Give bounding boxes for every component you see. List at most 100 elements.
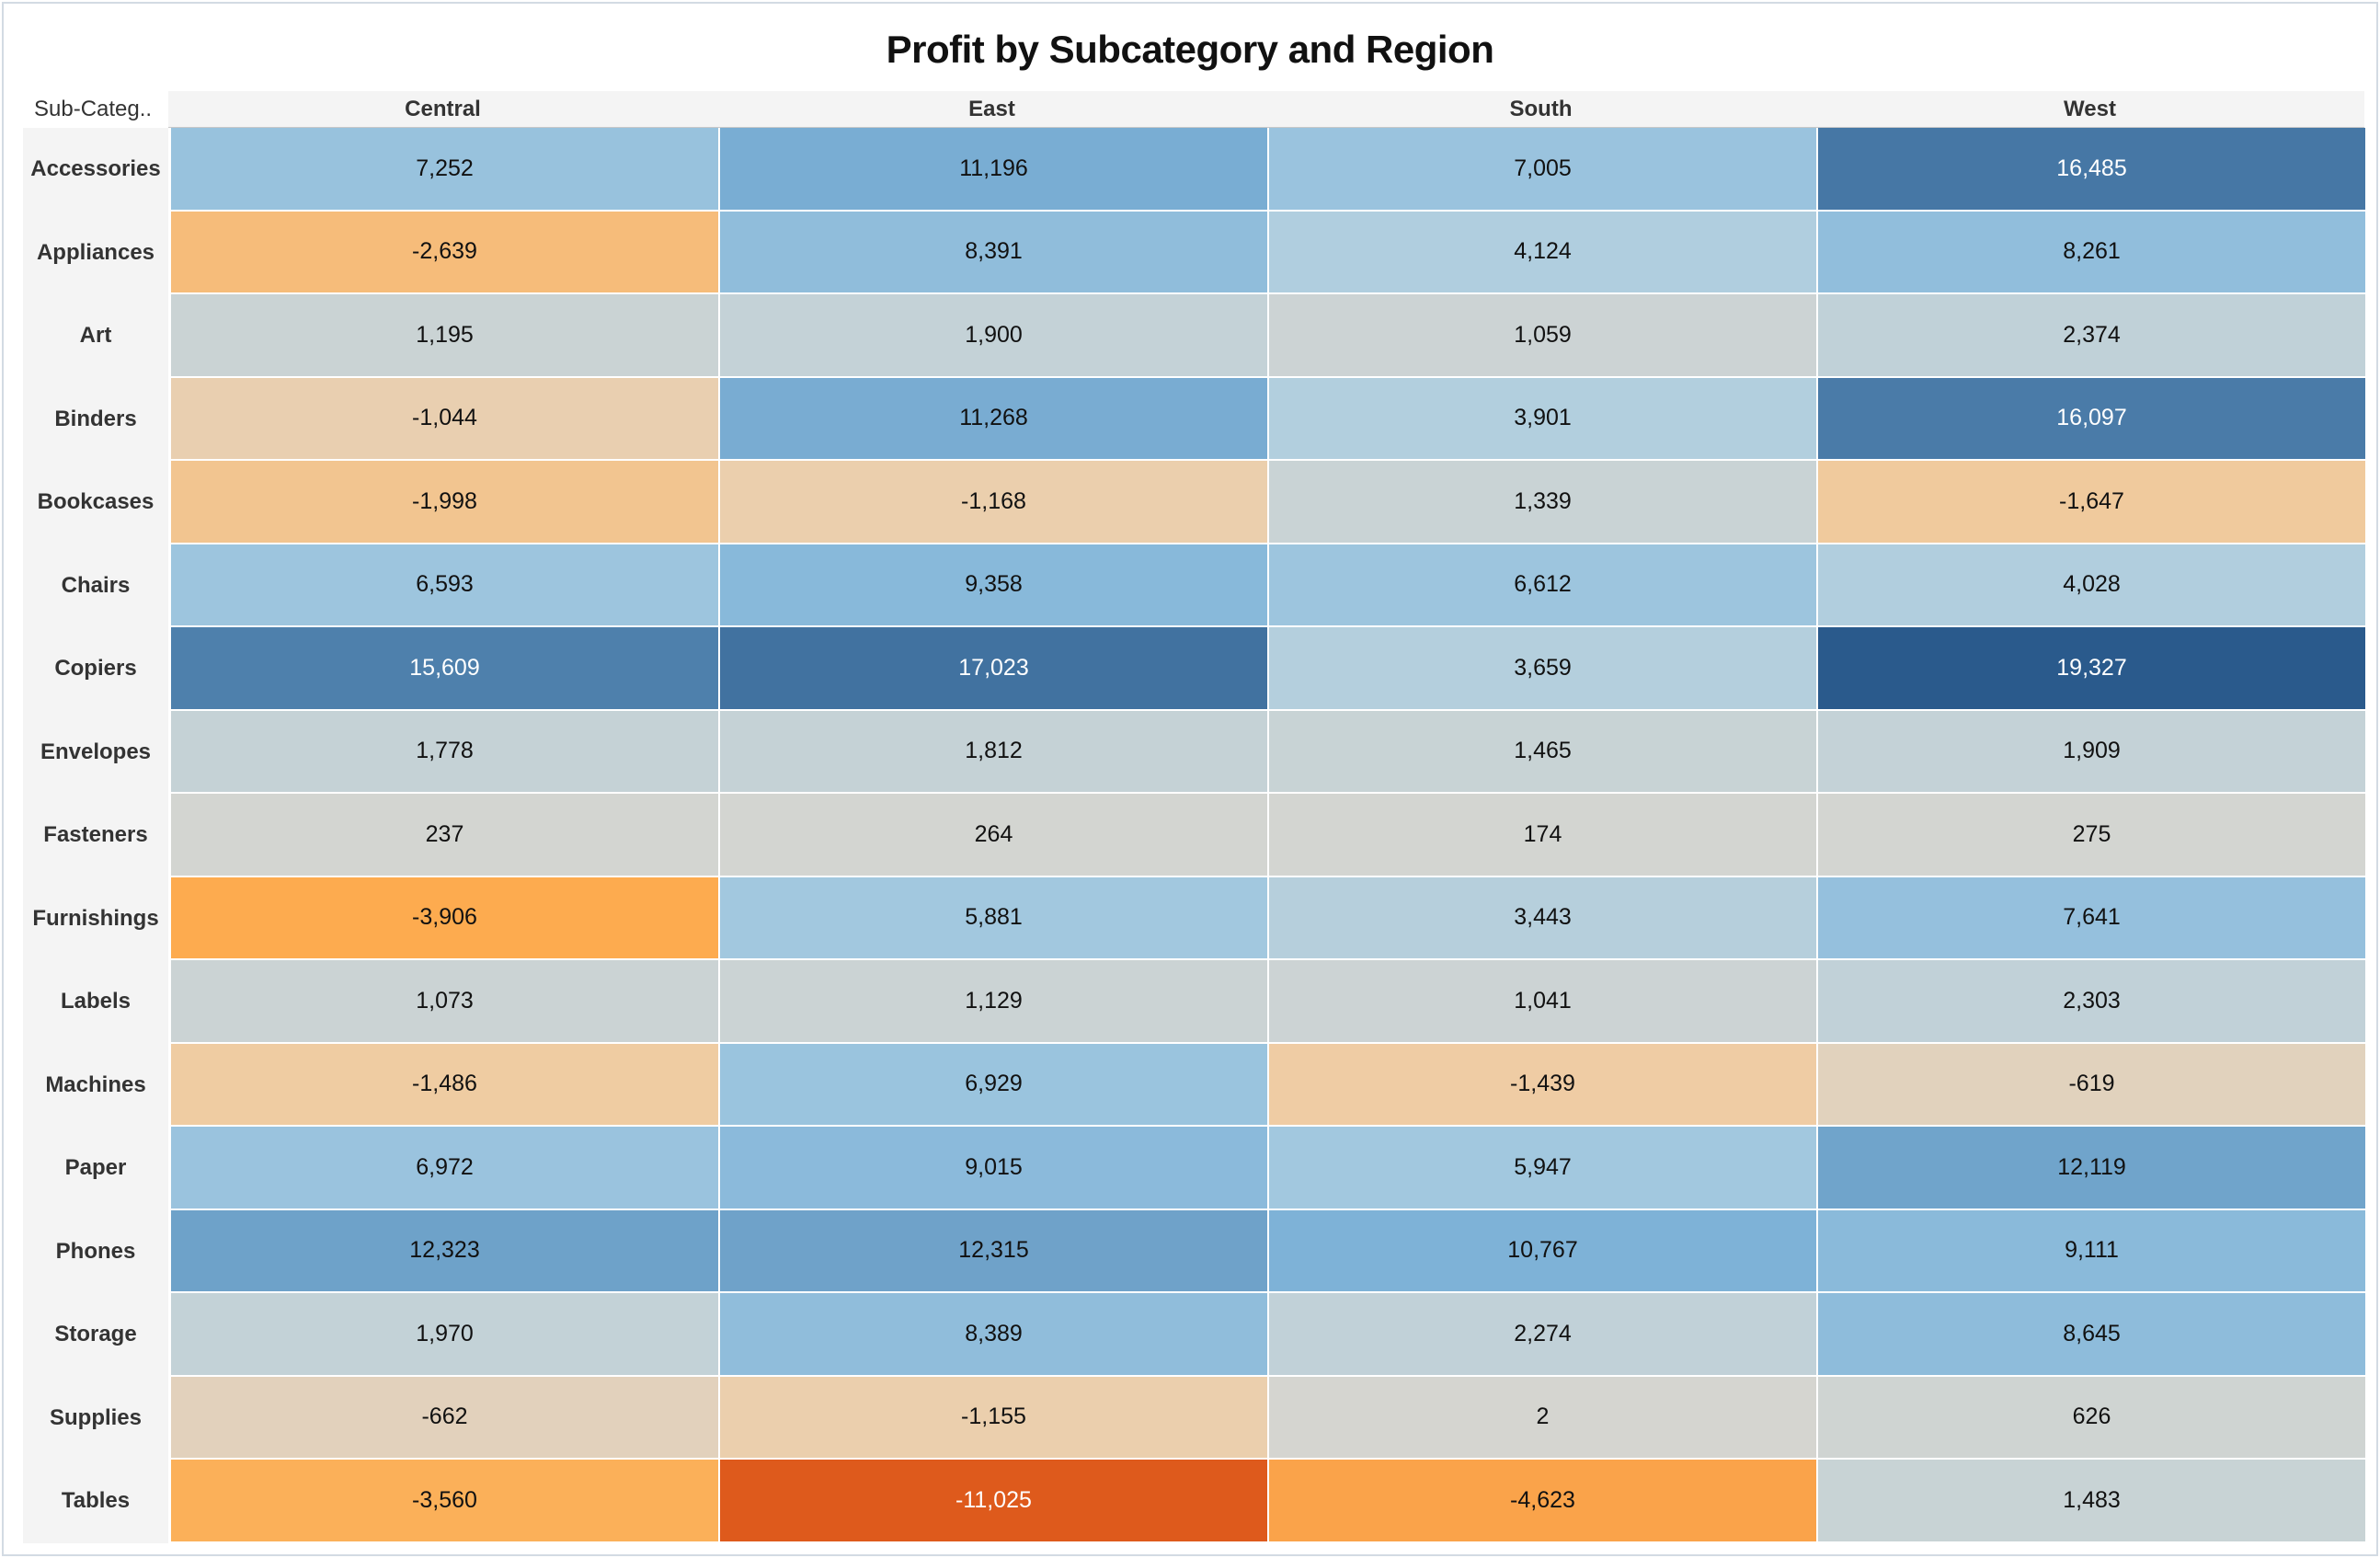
row-label-appliances[interactable]: Appliances [36,239,155,265]
heatmap-cell-supplies-south[interactable]: 2 [1269,1376,1816,1458]
heatmap-cell-art-west[interactable]: 2,374 [1818,294,2365,376]
cell-value-label: 174 [1523,820,1562,847]
column-header-east[interactable]: East [717,91,1266,128]
heatmap-cell-machines-central[interactable]: -1,486 [171,1043,718,1125]
cell-value-label: 626 [2072,1403,2111,1430]
heatmap-cell-machines-south[interactable]: -1,439 [1269,1043,1816,1125]
row-label-tables[interactable]: Tables [61,1488,131,1514]
heatmap-cell-envelopes-east[interactable]: 1,812 [720,710,1267,792]
heatmap-cell-appliances-west[interactable]: 8,261 [1818,211,2365,292]
heatmap-cell-art-central[interactable]: 1,195 [171,294,718,376]
heatmap-cell-binders-east[interactable]: 11,268 [720,377,1267,459]
heatmap-cell-bookcases-central[interactable]: -1,998 [171,461,718,543]
heatmap-cell-labels-east[interactable]: 1,129 [720,960,1267,1042]
row-label-chairs[interactable]: Chairs [61,572,131,598]
cell-value-label: 1,465 [1514,738,1572,764]
heatmap-cell-paper-east[interactable]: 9,015 [720,1127,1267,1209]
heatmap-cell-copiers-central[interactable]: 15,609 [171,627,718,709]
column-header-west[interactable]: West [1815,91,2364,128]
heatmap-cell-envelopes-central[interactable]: 1,778 [171,710,718,792]
row-label-envelopes[interactable]: Envelopes [40,739,152,764]
heatmap-cell-storage-central[interactable]: 1,970 [171,1293,718,1375]
heatmap-cell-labels-west[interactable]: 2,303 [1818,960,2365,1042]
row-label-labels[interactable]: Labels [60,989,132,1014]
row-label-fasteners[interactable]: Fasteners [43,822,148,848]
cell-value-label: 1,041 [1514,987,1572,1014]
row-label-paper[interactable]: Paper [64,1155,127,1181]
heatmap-cell-tables-east[interactable]: -11,025 [720,1460,1267,1541]
heatmap-cell-phones-west[interactable]: 9,111 [1818,1209,2365,1291]
column-header-central[interactable]: Central [168,91,717,128]
heatmap-cell-bookcases-south[interactable]: 1,339 [1269,461,1816,543]
heatmap-cell-supplies-central[interactable]: -662 [171,1376,718,1458]
heatmap-cell-tables-south[interactable]: -4,623 [1269,1460,1816,1541]
heatmap-cell-phones-east[interactable]: 12,315 [720,1209,1267,1291]
heatmap-cell-fasteners-east[interactable]: 264 [720,794,1267,876]
heatmap-cell-machines-west[interactable]: -619 [1818,1043,2365,1125]
heatmap-cell-fasteners-south[interactable]: 174 [1269,794,1816,876]
heatmap-cell-copiers-west[interactable]: 19,327 [1818,627,2365,709]
heatmap-cell-tables-west[interactable]: 1,483 [1818,1460,2365,1541]
row-label-machines[interactable]: Machines [45,1071,146,1097]
heatmap-cell-accessories-south[interactable]: 7,005 [1269,128,1816,210]
heatmap-cell-envelopes-west[interactable]: 1,909 [1818,710,2365,792]
heatmap-cell-accessories-central[interactable]: 7,252 [171,128,718,210]
heatmap-cell-tables-central[interactable]: -3,560 [171,1460,718,1541]
heatmap-cell-furnishings-central[interactable]: -3,906 [171,876,718,958]
heatmap-cell-fasteners-central[interactable]: 237 [171,794,718,876]
heatmap-cell-labels-central[interactable]: 1,073 [171,960,718,1042]
row-label-supplies[interactable]: Supplies [49,1404,143,1430]
heatmap-cell-machines-east[interactable]: 6,929 [720,1043,1267,1125]
heatmap-cell-chairs-west[interactable]: 4,028 [1818,544,2365,625]
cell-value-label: -1,155 [961,1403,1026,1430]
heatmap-cell-bookcases-east[interactable]: -1,168 [720,461,1267,543]
heatmap-cell-supplies-east[interactable]: -1,155 [720,1376,1267,1458]
row-label-copiers[interactable]: Copiers [54,656,137,682]
row-label-phones[interactable]: Phones [55,1238,136,1264]
heatmap-cell-appliances-central[interactable]: -2,639 [171,211,718,292]
cell-value-label: -3,906 [412,904,477,931]
heatmap-cell-fasteners-west[interactable]: 275 [1818,794,2365,876]
column-header-south[interactable]: South [1266,91,1815,128]
heatmap-cell-accessories-west[interactable]: 16,485 [1818,128,2365,210]
row-label-art[interactable]: Art [79,323,112,349]
cell-value-label: 1,073 [416,987,474,1014]
heatmap-cell-paper-central[interactable]: 6,972 [171,1127,718,1209]
cell-value-label: 6,612 [1514,571,1572,598]
heatmap-cell-furnishings-west[interactable]: 7,641 [1818,876,2365,958]
heatmap-cell-appliances-east[interactable]: 8,391 [720,211,1267,292]
heatmap-cell-copiers-south[interactable]: 3,659 [1269,627,1816,709]
heatmap-cell-copiers-east[interactable]: 17,023 [720,627,1267,709]
heatmap-cell-envelopes-south[interactable]: 1,465 [1269,710,1816,792]
heatmap-cell-phones-south[interactable]: 10,767 [1269,1209,1816,1291]
heatmap-cell-accessories-east[interactable]: 11,196 [720,128,1267,210]
cell-value-label: 9,358 [965,571,1023,598]
heatmap-cell-paper-south[interactable]: 5,947 [1269,1127,1816,1209]
heatmap-cell-furnishings-east[interactable]: 5,881 [720,876,1267,958]
heatmap-cell-storage-south[interactable]: 2,274 [1269,1293,1816,1375]
heatmap-cell-binders-south[interactable]: 3,901 [1269,377,1816,459]
heatmap-cell-chairs-central[interactable]: 6,593 [171,544,718,625]
heatmap-cell-art-south[interactable]: 1,059 [1269,294,1816,376]
row-dimension-header[interactable]: Sub-Categ.. [23,91,168,128]
heatmap-cell-bookcases-west[interactable]: -1,647 [1818,461,2365,543]
row-label-furnishings[interactable]: Furnishings [32,905,159,931]
heatmap-cell-appliances-south[interactable]: 4,124 [1269,211,1816,292]
cell-value-label: 12,315 [958,1237,1029,1264]
heatmap-cell-storage-west[interactable]: 8,645 [1818,1293,2365,1375]
heatmap-cell-binders-central[interactable]: -1,044 [171,377,718,459]
heatmap-cell-labels-south[interactable]: 1,041 [1269,960,1816,1042]
heatmap-cell-chairs-south[interactable]: 6,612 [1269,544,1816,625]
heatmap-cell-binders-west[interactable]: 16,097 [1818,377,2365,459]
heatmap-cell-storage-east[interactable]: 8,389 [720,1293,1267,1375]
row-label-accessories[interactable]: Accessories [30,156,161,182]
row-label-bookcases[interactable]: Bookcases [37,489,154,515]
heatmap-cell-phones-central[interactable]: 12,323 [171,1209,718,1291]
heatmap-cell-chairs-east[interactable]: 9,358 [720,544,1267,625]
heatmap-cell-furnishings-south[interactable]: 3,443 [1269,876,1816,958]
heatmap-cell-art-east[interactable]: 1,900 [720,294,1267,376]
heatmap-cell-supplies-west[interactable]: 626 [1818,1376,2365,1458]
heatmap-cell-paper-west[interactable]: 12,119 [1818,1127,2365,1209]
row-label-binders[interactable]: Binders [54,406,137,431]
row-label-storage[interactable]: Storage [54,1322,137,1347]
